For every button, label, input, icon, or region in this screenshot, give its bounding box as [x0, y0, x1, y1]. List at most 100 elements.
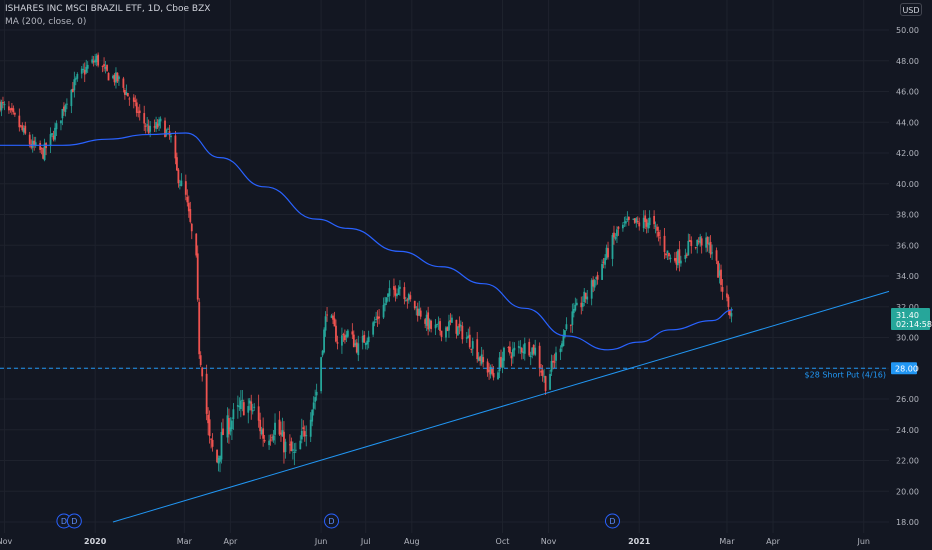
candle[interactable]	[513, 342, 516, 357]
candle[interactable]	[61, 108, 64, 126]
dividend-marker[interactable]	[66, 513, 82, 529]
candle[interactable]	[207, 407, 210, 436]
candle[interactable]	[97, 52, 100, 68]
candle[interactable]	[511, 341, 514, 364]
candle[interactable]	[675, 251, 678, 271]
candle[interactable]	[510, 352, 513, 367]
candle[interactable]	[726, 285, 728, 302]
candle[interactable]	[178, 179, 181, 190]
candle[interactable]	[674, 252, 676, 263]
currency-button[interactable]: USD	[900, 3, 922, 16]
candle[interactable]	[0, 99, 1, 113]
candle[interactable]	[73, 71, 76, 98]
candle[interactable]	[439, 318, 441, 336]
candle[interactable]	[604, 254, 606, 269]
candle[interactable]	[217, 455, 220, 472]
candle[interactable]	[132, 94, 135, 109]
candle[interactable]	[409, 291, 412, 302]
candle[interactable]	[605, 244, 608, 261]
candle[interactable]	[314, 389, 317, 410]
candle[interactable]	[413, 300, 416, 311]
candle[interactable]	[74, 76, 77, 86]
candle[interactable]	[397, 285, 400, 296]
candle[interactable]	[491, 364, 493, 376]
candle[interactable]	[636, 216, 639, 224]
candle[interactable]	[569, 324, 572, 333]
candle[interactable]	[626, 211, 629, 222]
candle[interactable]	[659, 229, 661, 246]
candle[interactable]	[531, 347, 534, 359]
candle[interactable]	[177, 167, 180, 188]
candle[interactable]	[236, 395, 239, 419]
candle[interactable]	[147, 119, 150, 135]
candle[interactable]	[219, 455, 221, 473]
candle[interactable]	[335, 319, 337, 343]
candle[interactable]	[64, 103, 67, 117]
candle[interactable]	[720, 264, 722, 292]
candle[interactable]	[260, 426, 263, 436]
candle[interactable]	[343, 329, 346, 344]
candle[interactable]	[9, 107, 12, 113]
candle[interactable]	[250, 394, 253, 420]
candle[interactable]	[95, 53, 98, 67]
candle[interactable]	[507, 346, 510, 353]
candle[interactable]	[159, 116, 162, 129]
candle[interactable]	[122, 76, 125, 93]
candle[interactable]	[156, 119, 159, 130]
candle[interactable]	[393, 278, 395, 298]
candle[interactable]	[174, 131, 177, 165]
candle[interactable]	[455, 319, 458, 339]
candle[interactable]	[520, 346, 523, 360]
candle[interactable]	[3, 101, 6, 111]
candle[interactable]	[247, 398, 250, 424]
candle[interactable]	[281, 417, 284, 437]
candle[interactable]	[40, 147, 43, 155]
candle[interactable]	[63, 102, 65, 116]
candle[interactable]	[144, 123, 147, 134]
candle[interactable]	[596, 271, 599, 285]
candle[interactable]	[195, 233, 198, 258]
candle[interactable]	[220, 422, 223, 464]
candle[interactable]	[259, 412, 262, 440]
candle[interactable]	[456, 326, 459, 336]
candle[interactable]	[657, 226, 660, 242]
candle[interactable]	[694, 246, 697, 250]
candle[interactable]	[590, 278, 593, 306]
dividend-marker[interactable]	[324, 513, 340, 529]
candle[interactable]	[205, 364, 208, 421]
candle[interactable]	[523, 337, 526, 361]
candle[interactable]	[458, 316, 461, 335]
candle[interactable]	[375, 311, 378, 323]
candle[interactable]	[253, 403, 256, 411]
candle[interactable]	[480, 346, 483, 366]
candle[interactable]	[24, 121, 27, 135]
candle[interactable]	[303, 425, 306, 442]
candle[interactable]	[627, 216, 630, 226]
candle[interactable]	[65, 98, 68, 110]
candle[interactable]	[49, 127, 52, 154]
candle[interactable]	[91, 55, 94, 65]
candle[interactable]	[311, 408, 314, 427]
candle[interactable]	[305, 425, 308, 447]
candle[interactable]	[138, 104, 141, 121]
candle[interactable]	[467, 328, 470, 339]
candle[interactable]	[332, 313, 334, 324]
candle[interactable]	[445, 326, 447, 342]
candle[interactable]	[180, 173, 183, 187]
candle[interactable]	[373, 316, 376, 327]
candle[interactable]	[0, 99, 3, 117]
candle[interactable]	[708, 236, 711, 254]
candle[interactable]	[721, 278, 724, 300]
candle[interactable]	[324, 311, 327, 337]
candle[interactable]	[696, 239, 699, 254]
candle[interactable]	[425, 310, 428, 332]
candle[interactable]	[665, 252, 667, 259]
candle[interactable]	[461, 321, 464, 344]
dividend-marker[interactable]	[604, 513, 620, 529]
candle[interactable]	[489, 364, 492, 379]
candle[interactable]	[184, 174, 187, 201]
candle[interactable]	[357, 335, 360, 362]
candle[interactable]	[645, 218, 648, 234]
candle[interactable]	[272, 430, 275, 443]
candle[interactable]	[434, 318, 437, 336]
